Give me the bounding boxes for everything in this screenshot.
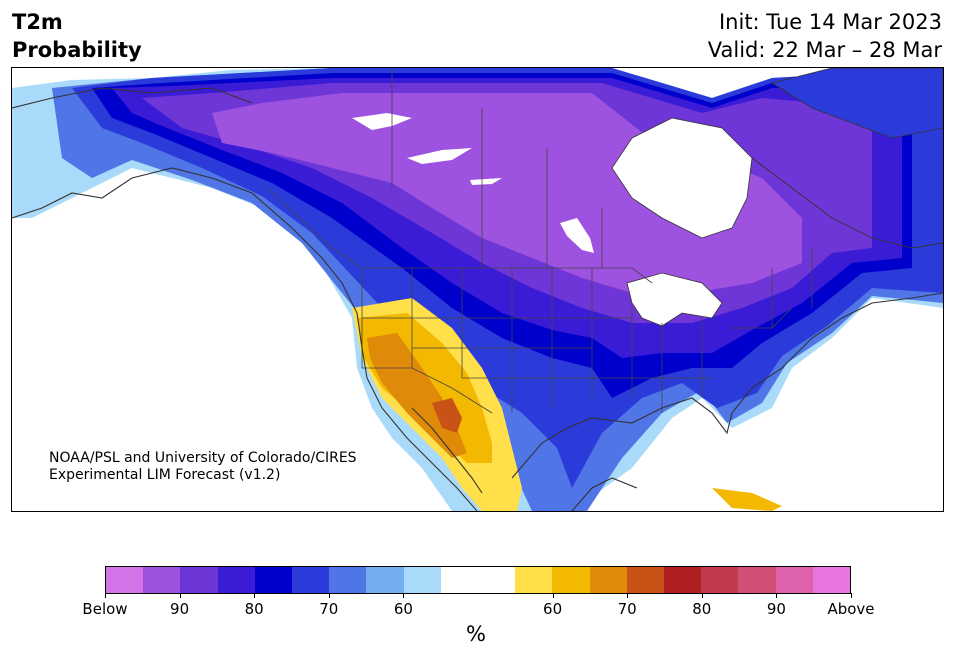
colorbar-tick-mark (552, 593, 554, 598)
colorbar-segment (254, 567, 293, 593)
great-slave-lake (407, 148, 472, 164)
colorbar-tick-label: 60 (393, 600, 413, 618)
map-title: T2m Probability (12, 8, 142, 64)
credit-line-2: Experimental LIM Forecast (v1.2) (49, 467, 281, 483)
colorbar-tick-mark (254, 593, 256, 598)
colorbar-segment (701, 567, 739, 593)
colorbar-segment (292, 567, 330, 593)
colorbar-segment (106, 567, 144, 593)
colorbar-tick-mark (627, 593, 629, 598)
great-bear-lake (352, 113, 412, 130)
title-quantity: Probability (12, 38, 142, 62)
colorbar-segment (552, 567, 590, 593)
hudson-bay (611, 117, 753, 239)
credit-line-1: NOAA/PSL and University of Colorado/CIRE… (49, 450, 357, 466)
colorbar-tick-mark (776, 593, 778, 598)
colorbar-tick-label: Above (827, 600, 875, 618)
labrador-coast (751, 157, 943, 249)
colorbar-segment (664, 567, 702, 593)
political-boundaries (266, 68, 813, 414)
great-lakes (626, 272, 723, 327)
colorbar (105, 566, 851, 594)
colorbar-tick-label: 70 (319, 600, 339, 618)
colorbar-segment (366, 567, 404, 593)
colorbar-unit: % (466, 622, 486, 646)
colorbar-tick-label: 90 (766, 600, 786, 618)
colorbar-segment (180, 567, 218, 593)
colorbar-segment (515, 567, 553, 593)
colorbar-tick-mark (701, 593, 703, 598)
valid-range: Valid: 22 Mar – 28 Mar (707, 38, 942, 62)
colorbar-segment (478, 567, 516, 593)
colorbar-tick-mark (403, 593, 405, 598)
colorbar-segment (440, 567, 479, 593)
colorbar-segment (329, 567, 367, 593)
colorbar-segment (775, 567, 813, 593)
colorbar-tick-label: 90 (170, 600, 190, 618)
lake-winnipeg (560, 218, 594, 253)
lake-athabasca (470, 178, 502, 185)
colorbar-segment (812, 567, 851, 593)
credit-text: NOAA/PSL and University of Colorado/CIRE… (49, 450, 357, 484)
warm-cuba (712, 488, 782, 511)
init-date: Init: Tue 14 Mar 2023 (718, 10, 942, 34)
colorbar-tick-mark (179, 593, 181, 598)
colorbar-tick-label: 80 (692, 600, 712, 618)
coastlines (12, 87, 943, 511)
colorbar-tick-label: 60 (543, 600, 563, 618)
colorbar-tick-label: 80 (244, 600, 264, 618)
forecast-dates: Init: Tue 14 Mar 2023 Valid: 22 Mar – 28… (708, 8, 942, 64)
map-panel (11, 67, 944, 512)
colorbar-segment (143, 567, 181, 593)
colorbar-tick-label: 70 (617, 600, 637, 618)
warm-90 (432, 398, 462, 433)
colorbar-segment (403, 567, 441, 593)
colorbar-segment (626, 567, 665, 593)
title-variable: T2m (12, 10, 63, 34)
colorbar-segment (589, 567, 627, 593)
colorbar-segment (217, 567, 255, 593)
colorbar-tick-label: Below (82, 600, 128, 618)
colorbar-tick-mark (851, 593, 852, 598)
colorbar-tick-mark (328, 593, 330, 598)
colorbar-tick-mark (105, 593, 106, 598)
colorbar-segment (738, 567, 776, 593)
baffin-area (770, 68, 943, 139)
probability-map (12, 68, 943, 511)
